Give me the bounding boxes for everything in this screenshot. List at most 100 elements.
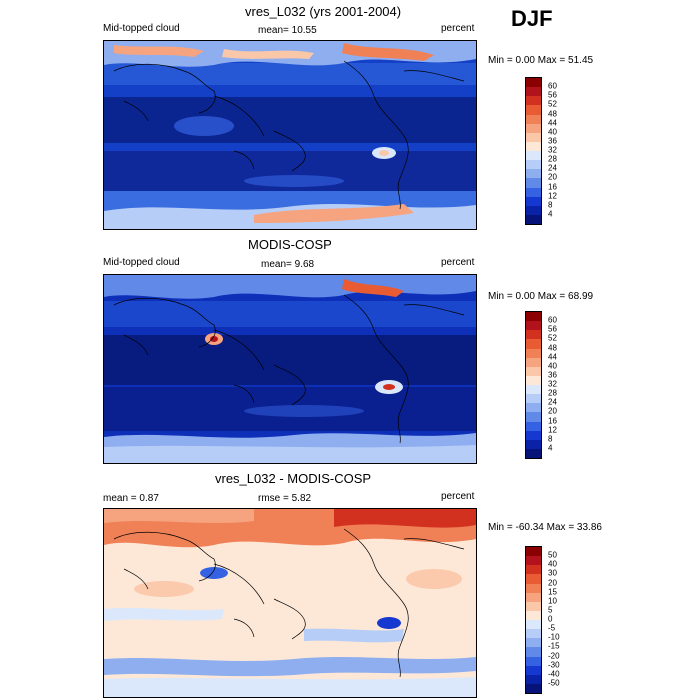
colorbar-tick-label: 44	[548, 118, 557, 128]
colorbar-box	[526, 385, 541, 395]
colorbar-tick-label: 16	[548, 416, 557, 425]
colorbar-tick-label: 32	[548, 145, 557, 155]
panel-3-map-graphic	[104, 509, 476, 697]
colorbar-box	[526, 629, 541, 639]
colorbar-box	[526, 114, 541, 124]
colorbar-box	[526, 196, 541, 206]
colorbar-box	[526, 348, 541, 358]
colorbar-box	[526, 610, 541, 620]
colorbar-box	[526, 556, 541, 566]
colorbar-tick-label: 48	[548, 109, 557, 118]
colorbar-box	[526, 312, 541, 322]
colorbar-box	[526, 214, 541, 224]
colorbar-tick-label: 12	[548, 191, 557, 201]
colorbar-box	[526, 160, 541, 170]
panel-3-units-label: percent	[441, 491, 475, 502]
colorbar-tick-label: 0	[548, 614, 553, 624]
colorbar-tick-label: 30	[548, 568, 557, 578]
colorbar-box	[526, 403, 541, 413]
colorbar-tick-label: 8	[548, 434, 553, 444]
colorbar-tick-label: -30	[548, 660, 560, 670]
panel-1-variable-label: Mid-topped cloud	[103, 23, 180, 34]
colorbar-box	[526, 421, 541, 431]
colorbar-tick-label: 28	[548, 154, 557, 164]
panel-1-title: vres_L032 (yrs 2001-2004)	[245, 4, 402, 19]
colorbar-tick-label: 4	[548, 443, 553, 453]
colorbar-box	[526, 187, 541, 197]
colorbar-box	[526, 366, 541, 376]
colorbar-box	[526, 394, 541, 404]
colorbar-tick-label: 40	[548, 559, 557, 569]
colorbar-box	[526, 656, 541, 666]
colorbar-box	[526, 647, 541, 657]
colorbar-box	[526, 439, 541, 449]
colorbar-box	[526, 547, 541, 557]
colorbar-tick-label: 24	[548, 163, 557, 173]
panel-1-map-graphic	[104, 41, 476, 229]
colorbar-box	[526, 430, 541, 440]
colorbar-box	[526, 448, 541, 458]
colorbar-tick-label: 15	[548, 587, 557, 597]
colorbar-box	[526, 592, 541, 602]
colorbar-tick-label: 60	[548, 81, 557, 91]
colorbar-tick-label: 50	[548, 550, 557, 560]
colorbar-box	[526, 78, 541, 88]
panel-3-title: vres_L032 - MODIS-COSP	[215, 471, 372, 486]
colorbar-box	[526, 105, 541, 115]
colorbar-box	[526, 683, 541, 693]
colorbar-box	[526, 141, 541, 151]
panel-2-mean-label: mean= 9.68	[261, 259, 315, 270]
colorbar-box	[526, 151, 541, 161]
panel-3-minmax-label: Min = -60.34 Max = 33.86	[488, 522, 602, 533]
colorbar-box	[526, 601, 541, 611]
colorbar-box	[526, 169, 541, 179]
colorbar-tick-label: 5	[548, 605, 553, 615]
panel-2-units-label: percent	[441, 257, 475, 268]
colorbar-tick-label: 60	[548, 315, 557, 325]
colorbar-box	[526, 123, 541, 133]
colorbar-tick-label: 44	[548, 352, 557, 362]
panel-3-mean-label: mean = 0.87	[103, 493, 159, 504]
panel-2-map-graphic	[104, 275, 476, 463]
colorbar-box	[526, 87, 541, 97]
colorbar-box	[526, 178, 541, 188]
colorbar-box	[526, 330, 541, 340]
panel-1-colorbar	[525, 77, 542, 225]
colorbar-tick-label: 10	[548, 596, 557, 606]
colorbar-tick-label: 12	[548, 425, 557, 435]
colorbar-box	[526, 339, 541, 349]
colorbar-box	[526, 205, 541, 215]
colorbar-box	[526, 583, 541, 593]
panel-1-mean-label: mean= 10.55	[258, 25, 317, 36]
colorbar-tick-label: 32	[548, 379, 557, 389]
colorbar-box	[526, 357, 541, 367]
colorbar-tick-label: -5	[548, 623, 556, 633]
colorbar-box	[526, 132, 541, 142]
colorbar-tick-label: 36	[548, 370, 557, 380]
panel-2-colorbar	[525, 311, 542, 459]
colorbar-box	[526, 574, 541, 584]
colorbar-box	[526, 412, 541, 422]
panel-3-colorbar	[525, 546, 542, 694]
colorbar-tick-label: 56	[548, 90, 557, 100]
colorbar-tick-label: 36	[548, 136, 557, 146]
panel-2-title: MODIS-COSP	[248, 237, 332, 252]
colorbar-tick-label: -15	[548, 641, 560, 651]
colorbar-tick-label: 40	[548, 127, 557, 137]
panel-1-minmax-label: Min = 0.00 Max = 51.45	[488, 55, 594, 66]
colorbar-tick-label: -40	[548, 669, 560, 679]
colorbar-box	[526, 565, 541, 575]
panel-2-map	[103, 274, 477, 464]
panel-1-units-label: percent	[441, 23, 475, 34]
colorbar-box	[526, 375, 541, 385]
colorbar-box	[526, 620, 541, 630]
colorbar-tick-label: 52	[548, 333, 557, 343]
colorbar-box	[526, 674, 541, 684]
colorbar-tick-label: -10	[548, 632, 560, 642]
colorbar-tick-label: -50	[548, 678, 560, 688]
colorbar-tick-label: 8	[548, 200, 553, 210]
panel-1-map	[103, 40, 477, 230]
colorbar-tick-label: 56	[548, 324, 557, 334]
colorbar-tick-label: 52	[548, 99, 557, 109]
colorbar-tick-label: 20	[548, 172, 557, 182]
